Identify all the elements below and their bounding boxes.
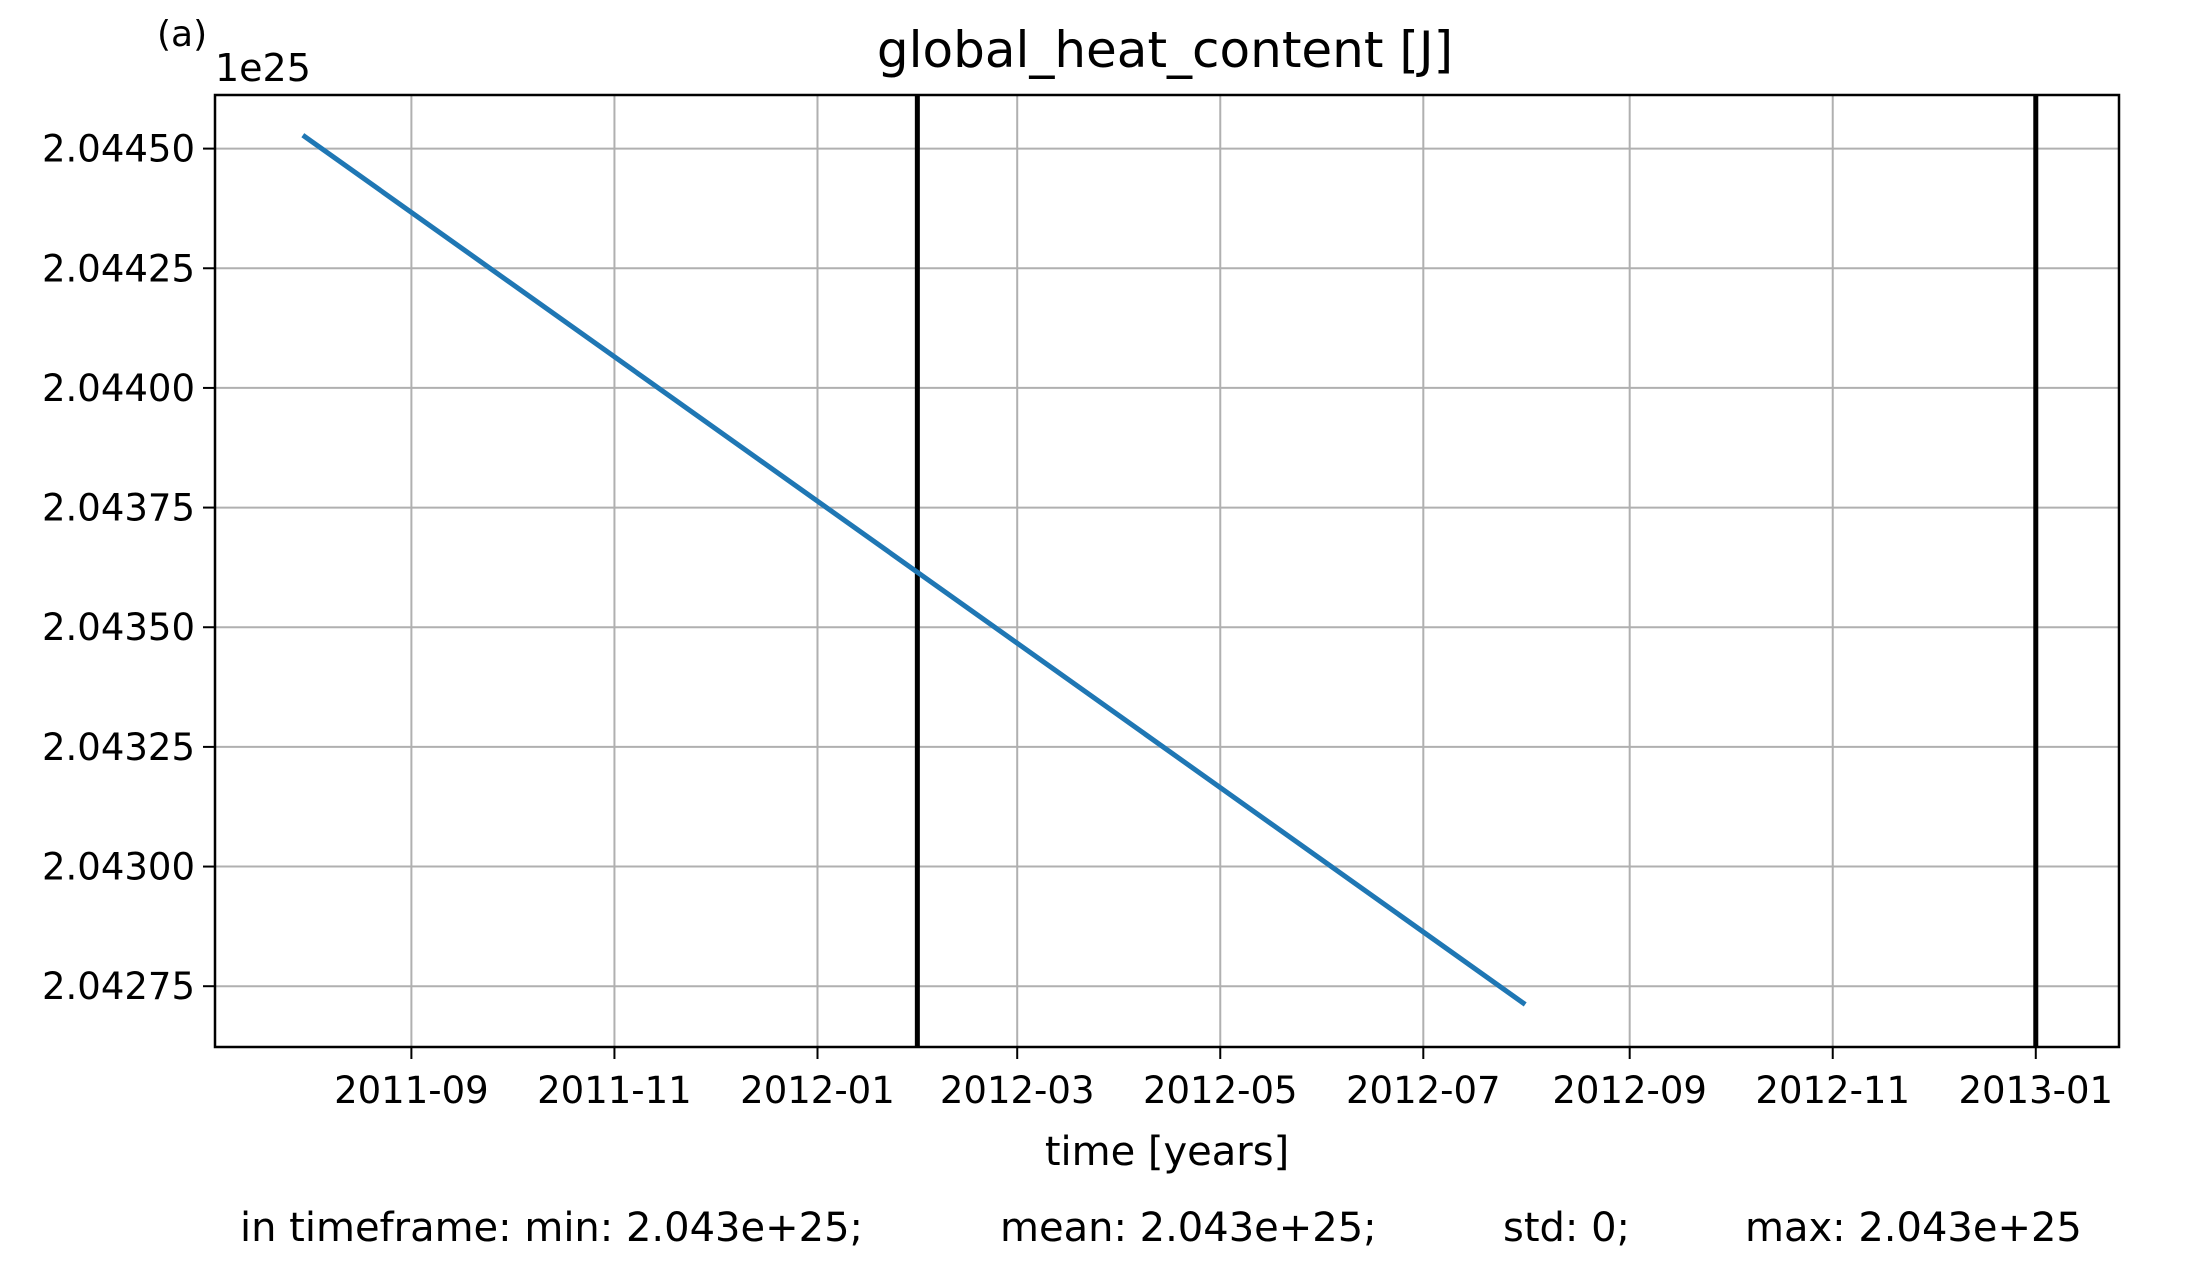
stat-mean: mean: 2.043e+25; xyxy=(1000,1205,1377,1251)
y-tick-label: 2.04275 xyxy=(42,965,195,1008)
y-tick-label: 2.04425 xyxy=(42,247,195,290)
panel-label: (a) xyxy=(157,14,207,55)
x-tick-label: 2011-11 xyxy=(537,1069,692,1112)
x-tick-label: 2012-03 xyxy=(940,1069,1095,1112)
stat-min: in timeframe: min: 2.043e+25; xyxy=(240,1205,863,1251)
y-tick-label: 2.04450 xyxy=(42,128,195,171)
gridlines xyxy=(215,95,2119,1047)
stat-max: max: 2.043e+25 xyxy=(1745,1205,2082,1251)
axis-ticks xyxy=(203,147,2037,1059)
axis-tick-labels: 2011-09 2011-11 2012-01 2012-03 2012-05 2012-… xyxy=(42,128,2113,1112)
x-tick-label: 2012-09 xyxy=(1552,1069,1707,1112)
x-tick-label: 2012-07 xyxy=(1346,1069,1501,1112)
series-layer xyxy=(301,133,1527,1007)
y-tick-label: 2.04400 xyxy=(42,367,195,410)
y-tick-label: 2.04325 xyxy=(42,726,195,769)
y-tick-label: 2.04375 xyxy=(42,487,195,530)
x-tick-label: 2011-09 xyxy=(334,1069,489,1112)
series-line xyxy=(301,133,1527,1007)
y-tick-label: 2.04300 xyxy=(42,846,195,889)
chart-title: global_heat_content [J] xyxy=(877,21,1453,79)
x-tick-label: 2012-11 xyxy=(1755,1069,1910,1112)
x-tick-label: 2012-05 xyxy=(1143,1069,1298,1112)
x-tick-label: 2012-01 xyxy=(740,1069,895,1112)
x-axis-label: time [years] xyxy=(1045,1129,1289,1175)
x-tick-label: 2013-01 xyxy=(1958,1069,2113,1112)
y-tick-label: 2.04350 xyxy=(42,606,195,649)
y-offset-label: 1e25 xyxy=(215,46,311,90)
reference-lines xyxy=(914,95,2039,1047)
plot-frame xyxy=(213,93,2121,1049)
stat-std: std: 0; xyxy=(1503,1205,1631,1251)
